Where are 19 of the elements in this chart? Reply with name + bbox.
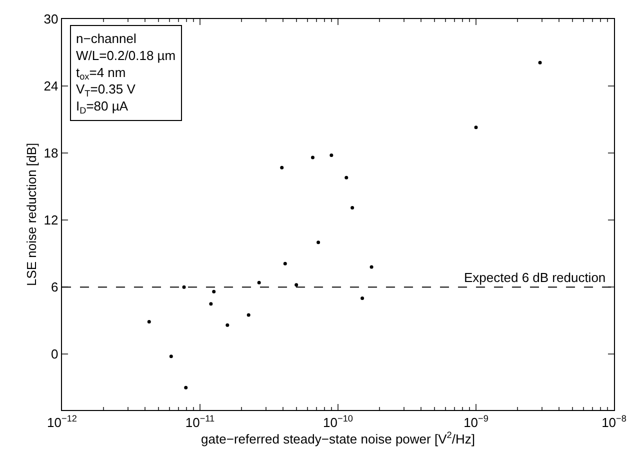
x-tick-label: 10$^{−12}$ xyxy=(47,413,77,430)
y-axis-title: LSE noise reduction [dB] xyxy=(24,142,39,286)
y-tick-label: 0 xyxy=(50,346,58,362)
x-tick-label: 10$^{−9}$ xyxy=(464,413,488,430)
x-tick-label: 10$^{−10}$ xyxy=(323,413,353,430)
annotation: n−channel xyxy=(76,31,136,46)
y-tick-label: 12 xyxy=(44,212,58,228)
ref-line-label: Expected 6 dB reduction xyxy=(464,270,606,285)
y-tick-label: 6 xyxy=(50,280,58,295)
x-tick-label: 10$^{−11}$ xyxy=(185,413,215,430)
y-tick-label: 30 xyxy=(44,12,58,27)
annotation: W/L=0.2/0.18 µm xyxy=(76,48,176,63)
x-axis-title: gate−referred steady−state noise power [V$^{2}$/Hz] xyxy=(201,430,475,446)
annotation: I$_{D}$=80 µA xyxy=(76,98,128,116)
x-tick-label: 10$^{−8}$ xyxy=(602,413,626,430)
y-tick-label: 24 xyxy=(44,78,58,94)
annotation: V$_{T}$=0.35 V xyxy=(76,82,136,98)
annotation: t$_{ox}$=4 nm xyxy=(76,64,126,82)
y-tick-label: 18 xyxy=(44,146,58,161)
